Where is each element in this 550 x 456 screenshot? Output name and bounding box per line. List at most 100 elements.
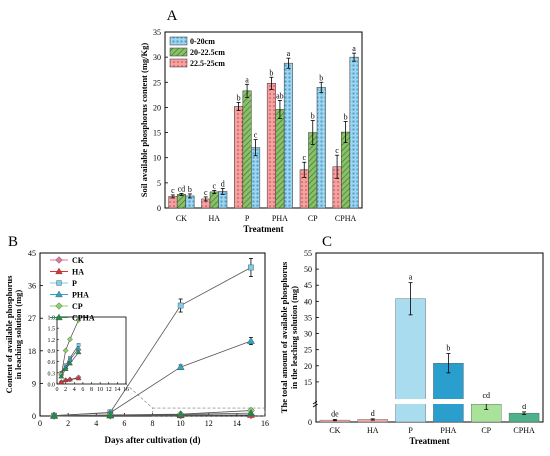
significance-letter: a <box>409 273 413 282</box>
inset-series-line <box>61 344 79 374</box>
inset-data-point <box>62 366 69 371</box>
y-tick-label: 35 <box>153 28 161 37</box>
panel-label: B <box>8 234 18 250</box>
legend-label: PHA <box>72 291 89 300</box>
bar <box>176 194 186 209</box>
significance-letter: b <box>237 93 241 102</box>
legend-label: P <box>72 279 77 288</box>
inset-data-point <box>75 375 82 381</box>
y-tick-label: 27 <box>28 314 36 323</box>
x-tick-label: CPHA <box>513 426 535 435</box>
y-tick-label: 36 <box>28 282 36 291</box>
significance-letter: c <box>204 188 208 197</box>
data-point <box>177 302 184 309</box>
significance-letter: b <box>311 112 315 121</box>
significance-letter: c <box>212 181 216 190</box>
inset-x-tick-label: 10 <box>97 387 103 393</box>
inset-x-tick-label: 8 <box>90 387 93 393</box>
bar <box>234 106 244 209</box>
x-tick-label: 16 <box>261 419 269 428</box>
axis-break-gap <box>317 399 542 404</box>
y-axis-label: in the leaching solution (mg) <box>289 286 299 389</box>
inset-data-point <box>75 317 82 323</box>
bar <box>341 131 351 209</box>
x-tick-label: 14 <box>233 419 241 428</box>
inset-x-tick-label: 0 <box>56 387 59 393</box>
y-tick-label: 50 <box>304 265 312 274</box>
inset-data-point <box>58 373 65 379</box>
significance-letter: ab <box>276 91 284 100</box>
series-line <box>54 340 252 417</box>
inset-y-tick-label: 1.8 <box>48 316 56 322</box>
inset-y-tick-label: 0.3 <box>48 371 56 377</box>
inset-y-tick-label: 0.0 <box>48 383 56 389</box>
legend-label: HA <box>72 268 84 277</box>
significance-letter: cd <box>482 391 490 400</box>
y-tick-label: 20 <box>153 103 161 112</box>
significance-letter: a <box>287 49 291 58</box>
legend-swatch <box>169 58 188 68</box>
x-tick-label: 10 <box>177 419 185 428</box>
significance-letter: b <box>344 113 348 122</box>
data-point <box>50 411 59 419</box>
significance-letter: c <box>171 186 175 195</box>
significance-letter: cd <box>178 184 186 193</box>
y-tick-label: 0 <box>308 418 312 427</box>
y-tick-label: 55 <box>304 249 312 258</box>
y-tick-label: 9 <box>32 379 36 388</box>
significance-letter: c <box>302 153 306 162</box>
x-tick-label: 8 <box>151 419 155 428</box>
panel-label: C <box>322 234 332 250</box>
x-tick-label: PHA <box>272 214 288 223</box>
x-tick-label: HA <box>367 426 379 435</box>
legend-marker <box>55 256 63 264</box>
inset-y-tick-label: 1.2 <box>48 338 56 344</box>
legend-label: CK <box>72 256 85 265</box>
data-point <box>176 410 185 418</box>
y-axis-label: in leaching solution (mg) <box>13 290 23 380</box>
inset-data-point <box>58 379 65 384</box>
significance-letter: d <box>371 409 375 418</box>
plot-frame <box>164 31 363 209</box>
panel-c: C 0 15 20 25 30 35 40 45 50 55 The total amount of … <box>279 234 544 446</box>
x-tick-label: CK <box>329 426 340 435</box>
inset-y-tick-label: 1.5 <box>48 327 56 333</box>
bar <box>251 147 261 209</box>
inset-x-tick-label: 4 <box>73 387 76 393</box>
significance-letter: d <box>522 402 526 411</box>
inset-series-line <box>60 319 79 375</box>
y-tick-label: 15 <box>153 129 161 138</box>
legend-label: CP <box>72 302 83 311</box>
series-line <box>54 412 251 417</box>
x-tick-label: 0 <box>38 419 42 428</box>
significance-letter: a <box>352 44 356 53</box>
significance-letter: c <box>254 131 258 140</box>
y-tick-label: 5 <box>157 179 161 188</box>
zoom-box <box>152 407 266 417</box>
significance-letter: b <box>446 344 450 353</box>
inset-data-point <box>66 360 73 366</box>
y-tick-label: 18 <box>28 347 36 356</box>
x-tick-label: CP <box>308 214 318 223</box>
significance-letter: de <box>331 409 339 418</box>
x-tick-label: CPHA <box>335 214 357 223</box>
y-tick-label: 45 <box>304 281 312 290</box>
legend-label: 0-20cm <box>190 37 215 46</box>
x-tick-label: CP <box>481 426 491 435</box>
y-tick-label: 10 <box>153 154 161 163</box>
bar <box>242 90 252 209</box>
x-tick-label: 2 <box>66 419 70 428</box>
data-point <box>106 411 115 419</box>
significance-letter: c <box>335 146 339 155</box>
inset-y-tick-label: 0.6 <box>48 360 56 366</box>
y-tick-label: 0 <box>32 412 36 421</box>
x-axis-label: Days after cultivation (d) <box>104 435 200 445</box>
panel-a: A 0 5 10 15 20 25 30 35 Soil available phosphorus… <box>139 8 363 234</box>
legend-swatch <box>169 47 188 57</box>
inset-x-tick-label: 2 <box>64 387 67 393</box>
panel-label: A <box>167 8 178 24</box>
legend-label: 22.5-25cm <box>190 59 225 68</box>
zoom-connector <box>125 383 153 409</box>
y-tick-label: 30 <box>153 53 161 62</box>
inset-x-tick-label: 14 <box>114 387 120 393</box>
